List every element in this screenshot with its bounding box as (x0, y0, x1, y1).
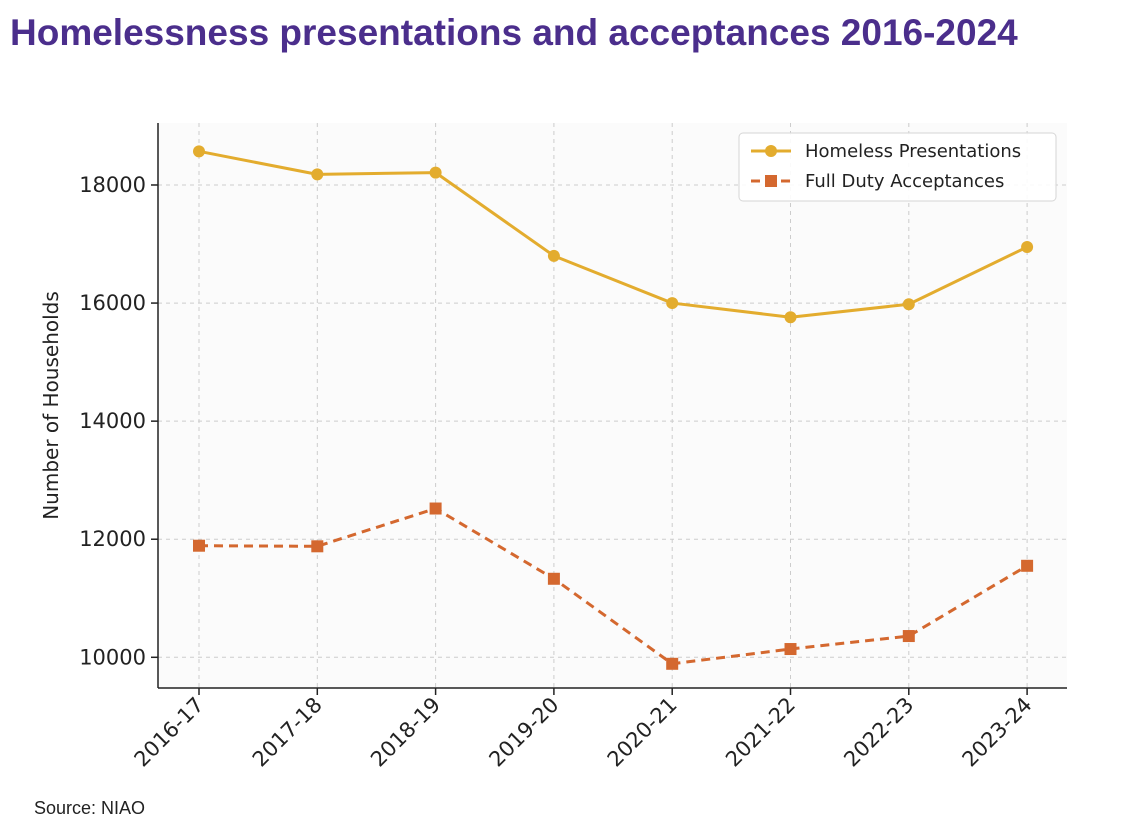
x-tick-label: 2017-18 (248, 693, 327, 772)
data-point (193, 539, 205, 552)
data-point (311, 540, 324, 553)
series-homeless-presentations (193, 145, 1034, 324)
chart-title: Homelessness presentations and acceptanc… (10, 12, 1018, 53)
data-point (902, 630, 915, 643)
x-tick-label: 2022-23 (839, 693, 918, 772)
x-tick-label: 2018-19 (366, 693, 445, 772)
legend-box (738, 132, 1057, 202)
source-note: Source: NIAO (34, 798, 146, 818)
legend-marker (765, 175, 777, 187)
series-line (198, 507, 1028, 666)
legend: Homeless Presentations Full Duty Acceptan… (738, 132, 1057, 202)
data-point (902, 298, 915, 311)
data-point (784, 643, 797, 656)
x-tick-label: 2020-21 (603, 693, 682, 772)
gridlines (158, 123, 1067, 688)
data-point (429, 502, 442, 515)
x-tick-label: 2016-17 (130, 693, 209, 772)
y-tick-label: 14000 (79, 409, 146, 433)
data-point (1021, 240, 1034, 253)
data-point (429, 166, 442, 179)
data-point (784, 311, 797, 324)
y-tick-label: 12000 (79, 527, 146, 551)
data-point (1021, 559, 1034, 572)
data-point (311, 168, 324, 181)
y-axis-title: Number of Households (39, 291, 63, 520)
data-point (193, 145, 205, 158)
x-tick-label: 2023-24 (958, 693, 1037, 772)
data-point (547, 572, 560, 585)
legend-label: Full Duty Acceptances (805, 171, 1004, 192)
y-tick-label: 10000 (79, 645, 146, 669)
data-point (666, 657, 679, 670)
plot-area (158, 123, 1067, 688)
series-full-duty-acceptances (193, 502, 1034, 670)
data-point (666, 297, 679, 310)
legend-marker (765, 145, 777, 157)
y-tick-label: 18000 (79, 173, 146, 197)
y-tick-label: 16000 (79, 291, 146, 315)
legend-label: Homeless Presentations (805, 141, 1021, 162)
x-tick-label: 2021-22 (721, 693, 800, 772)
series-layer (193, 145, 1034, 670)
series-line (198, 149, 1028, 319)
x-tick-label: 2019-20 (484, 693, 563, 772)
data-point (547, 249, 560, 262)
